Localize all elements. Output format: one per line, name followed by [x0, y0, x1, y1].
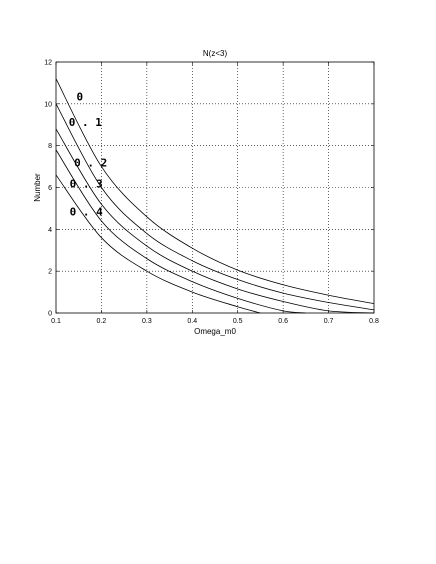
y-tick-label: 0: [48, 311, 52, 318]
y-tick-label: 12: [44, 60, 52, 67]
y-tick-label: 6: [48, 185, 52, 192]
x-tick-label: 0.3: [142, 318, 152, 325]
x-tick-label: 0.5: [233, 318, 243, 325]
curves: [55, 78, 375, 314]
chart-title: N(z<3): [203, 49, 228, 58]
y-tick-label: 2: [48, 269, 52, 276]
curve-label: 0: [76, 91, 83, 104]
y-axis-label: Number: [33, 173, 42, 202]
y-axis-ticks: 0 2 4 6 8 10 12: [44, 60, 374, 318]
y-tick-label: 10: [44, 101, 52, 108]
series-line-1: [55, 103, 375, 311]
y-tick-label: 4: [48, 227, 52, 234]
series-line-0: [55, 78, 375, 304]
x-axis-label: Omega_m0: [194, 327, 236, 336]
y-tick-label: 8: [48, 143, 52, 150]
x-tick-label: 0.2: [97, 318, 107, 325]
x-axis-ticks: 0.1 0.2 0.3 0.4 0.5 0.6 0.7 0.8: [51, 62, 379, 325]
x-tick-label: 0.6: [278, 318, 288, 325]
curve-label: 0 . 1: [69, 116, 102, 129]
x-tick-label: 0.1: [51, 318, 61, 325]
series-line-2: [55, 128, 375, 314]
x-tick-label: 0.4: [187, 318, 197, 325]
curve-label: 0 . 4: [70, 206, 103, 219]
curve-label: 0 . 3: [70, 178, 103, 191]
x-tick-label: 0.7: [324, 318, 334, 325]
grid: [56, 62, 374, 313]
curve-label: 0 . 2: [74, 157, 107, 170]
x-tick-label: 0.8: [369, 318, 379, 325]
series-line-4: [55, 174, 261, 314]
curve-labels: 0 0 . 1 0 . 2 0 . 3 0 . 4: [69, 91, 108, 219]
